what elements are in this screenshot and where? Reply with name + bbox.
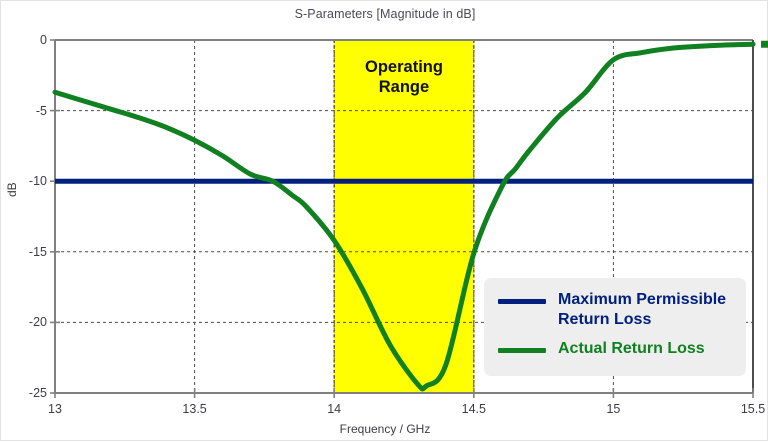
legend-swatch-blue <box>498 299 546 304</box>
legend-item-actual-return-loss[interactable]: Actual Return Loss <box>498 339 746 359</box>
y-tick-label: 0 <box>40 33 47 47</box>
y-tick-label: -25 <box>28 386 47 400</box>
operating-range-label: Operating Range <box>365 58 443 96</box>
operating-range-band <box>334 40 474 393</box>
plot-axes <box>54 39 754 394</box>
x-axis-label: Frequency / GHz <box>339 422 431 436</box>
chart-legend[interactable]: Maximum Permissible Return Loss Actual R… <box>484 278 746 376</box>
chart-title: S-Parameters [Magnitude in dB] <box>294 7 476 21</box>
right-edge-marker <box>761 40 768 48</box>
legend-item-maximum-permissible-return-loss[interactable]: Maximum Permissible Return Loss <box>498 290 746 330</box>
y-tick-label: -10 <box>28 174 47 189</box>
legend-label-actual-return-loss: Actual Return Loss <box>558 340 705 357</box>
series-actual-return-loss <box>52 41 756 392</box>
x-tick-label: 13.5 <box>182 402 207 416</box>
x-tick-label: 14.5 <box>461 402 486 416</box>
y-tick-label: -20 <box>28 315 47 330</box>
x-tick-label: 13 <box>48 402 62 416</box>
x-tick-label: 15.5 <box>740 402 766 416</box>
y-axis-label: dB <box>5 182 19 197</box>
x-tick-label: 15 <box>606 402 621 416</box>
y-tick-label: -5 <box>35 103 47 118</box>
legend-swatch-green <box>498 348 546 353</box>
legend-label-maximum-permissible-return-loss: Maximum Permissible Return Loss <box>558 291 727 328</box>
y-tick-label: -15 <box>28 244 47 259</box>
x-tick-label: 14 <box>327 402 342 416</box>
